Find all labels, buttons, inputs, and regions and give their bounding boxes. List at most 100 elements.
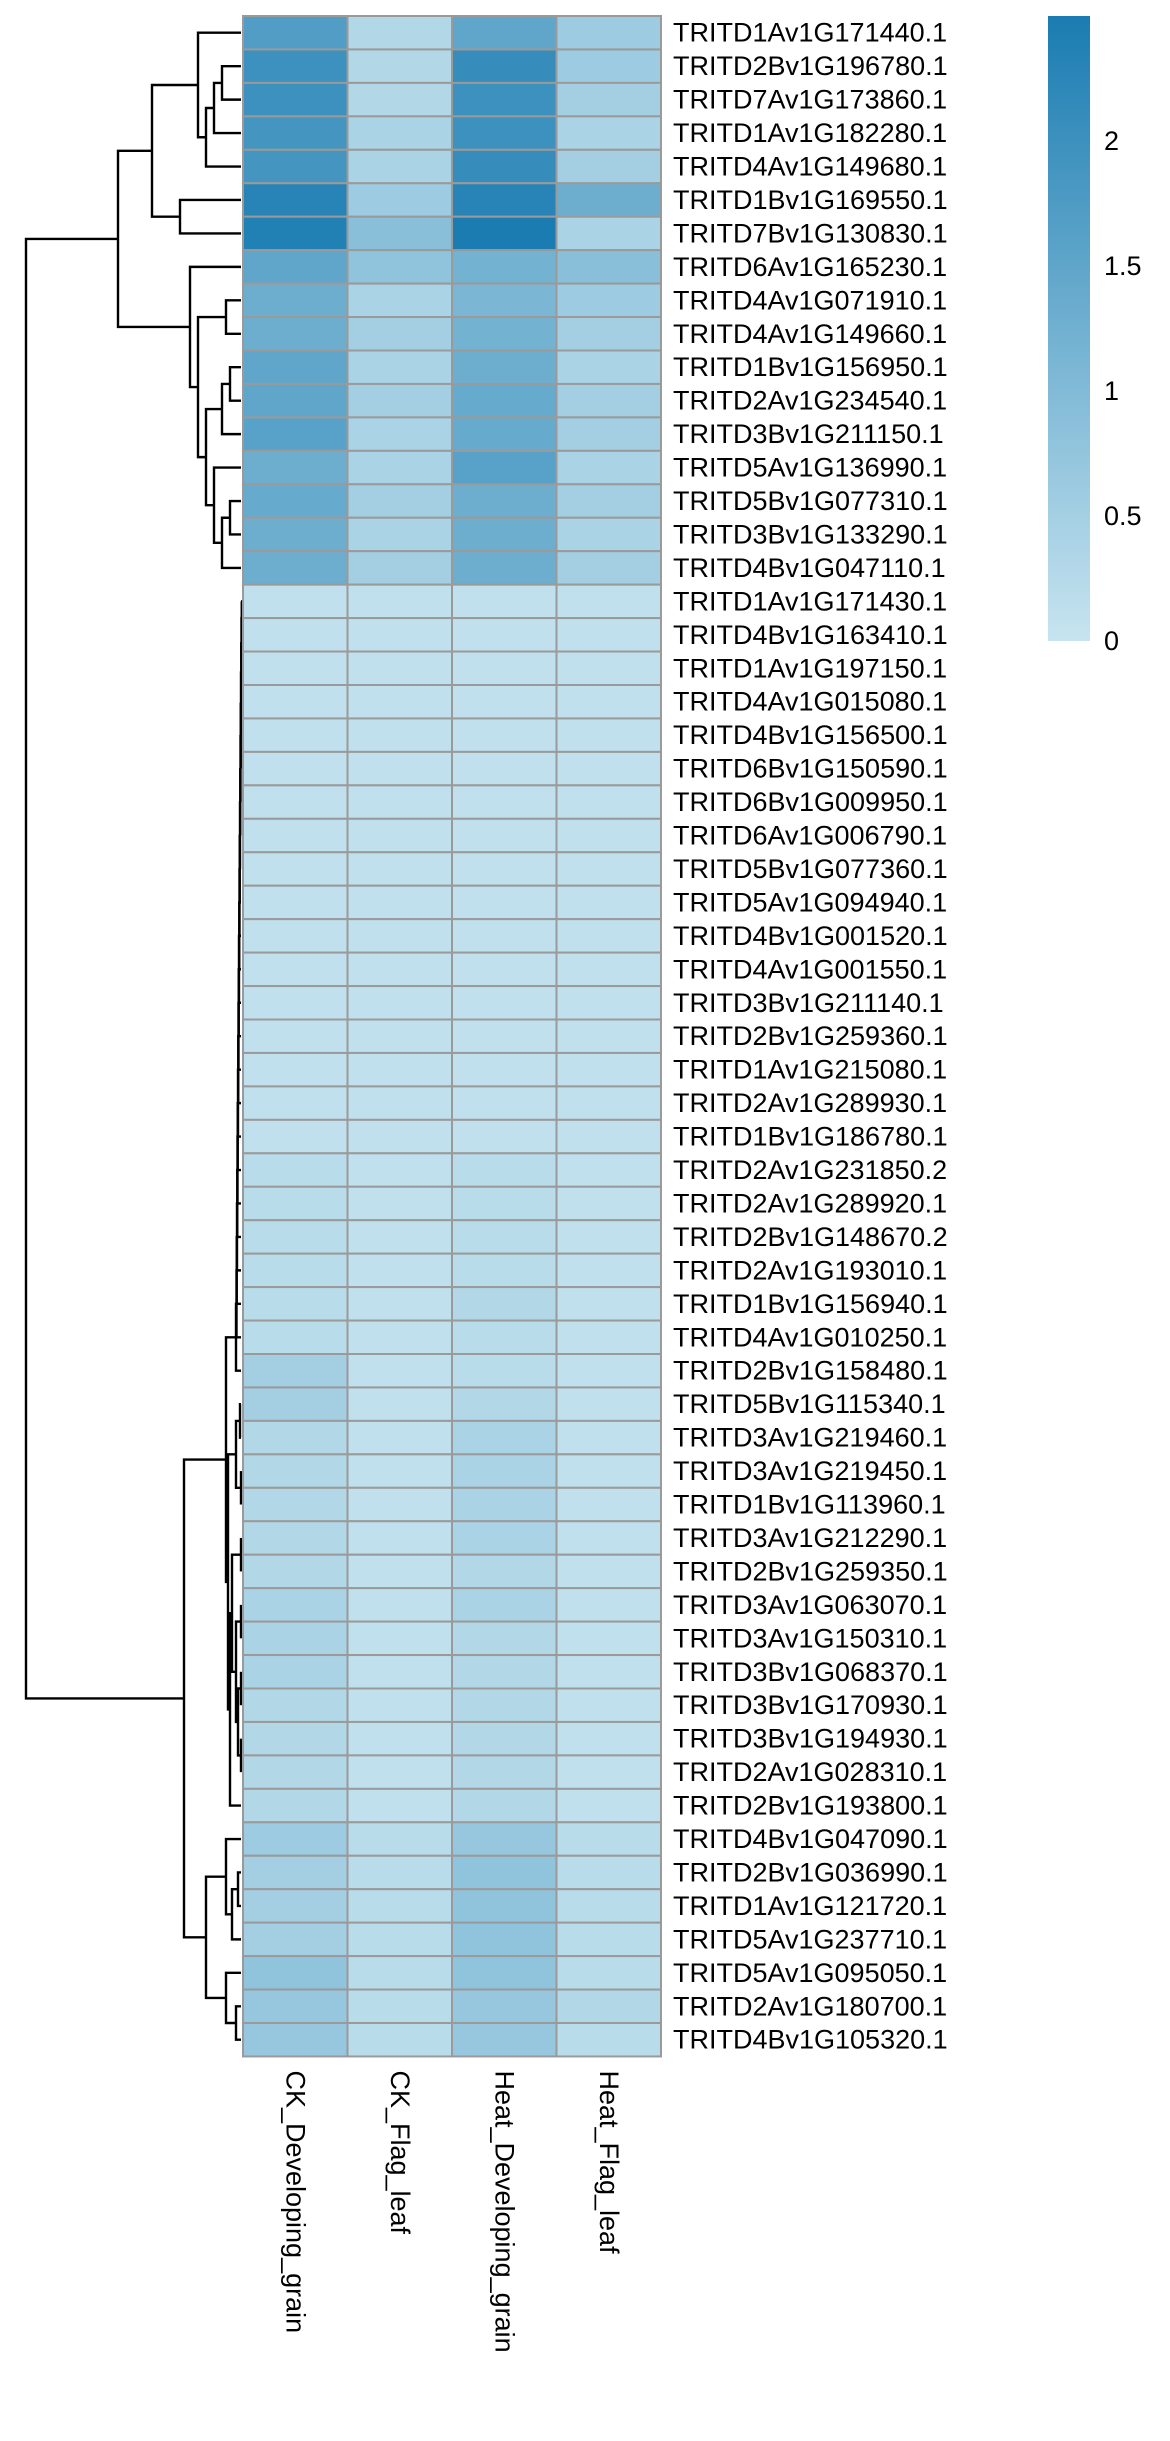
heatmap-cell [346,1620,453,1657]
dendrogram-branch [228,499,241,536]
heatmap-cell [451,1921,558,1958]
heatmap-cell [346,817,453,854]
heatmap-cell [242,1587,349,1623]
heatmap-cell [555,115,662,151]
heatmap-cell [555,1018,662,1054]
heatmap-cell [555,1219,662,1255]
heatmap-cell [242,918,349,954]
legend-tick-label: 1 [1104,376,1119,406]
row-label: TRITD5Av1G136990.1 [673,453,947,483]
row-label: TRITD5Av1G237710.1 [673,1924,947,1954]
heatmap-cell [451,617,558,653]
heatmap-cell [451,1085,558,1121]
dendrogram-branch [24,237,184,1700]
dendrogram-branch [234,2005,241,2041]
row-label: TRITD2Av1G231850.2 [673,1155,947,1185]
heatmap-cell [242,349,349,385]
heatmap-cell [242,115,349,151]
heatmap-cell [346,1988,453,2025]
heatmap-cell [346,215,453,252]
column-label: CK_Developing_grain [280,2070,310,2333]
heatmap-cell [451,1888,558,1924]
heatmap-cell [451,2022,558,2058]
heatmap-cell [451,1453,558,1489]
row-label: TRITD2Bv1G148670.2 [673,1222,948,1252]
heatmap-cell [346,382,453,419]
heatmap-cell [451,951,558,988]
heatmap-cell [346,1252,453,1289]
legend-tick-label: 1.5 [1104,251,1142,281]
heatmap-cell [346,851,453,887]
dendrogram-branch [196,31,241,139]
heatmap-cell [346,951,453,988]
heatmap-cells [242,15,662,2058]
dendrogram-branch [204,106,241,168]
heatmap-cell [346,717,453,753]
column-labels: CK_Developing_grain CK_Flag_leaf Heat_Deve… [280,2070,624,2352]
heatmap-cell [555,1353,662,1389]
legend-tick-label: 0.5 [1104,501,1142,531]
heatmap-cell [555,1888,662,1924]
heatmap-cell [451,15,558,51]
heatmap-cell [242,1286,349,1322]
heatmap-cell [242,1018,349,1054]
heatmap-cell [555,1620,662,1657]
heatmap-cell [242,81,349,118]
heatmap-cell [555,1152,662,1188]
row-label: TRITD2Av1G289920.1 [673,1188,947,1218]
heatmap-cell [242,985,349,1021]
heatmap-cell [451,1252,558,1289]
heatmap-cell [242,148,349,185]
row-label: TRITD4Bv1G156500.1 [673,720,948,750]
row-label: TRITD1Av1G171440.1 [673,18,947,48]
heatmap-cell [555,1821,662,1857]
heatmap-cell [451,1051,558,1088]
heatmap-cell [242,1486,349,1523]
heatmap-cell [451,1419,558,1456]
row-label: TRITD4Bv1G047110.1 [673,553,946,583]
heatmap-cell [555,985,662,1021]
heatmap-cell [242,15,349,51]
heatmap-cell [346,1219,453,1255]
dendrogram-branch [236,1871,241,1908]
row-label: TRITD5Bv1G115340.1 [673,1389,946,1419]
heatmap-cell [555,1051,662,1088]
heatmap-cell [451,884,558,921]
row-label: TRITD6Av1G165230.1 [673,252,947,282]
column-label: Heat_Developing_grain [489,2070,519,2352]
heatmap-cell [555,1118,662,1155]
heatmap-cell [555,951,662,988]
heatmap-cell [451,1687,558,1723]
heatmap-cell [451,382,558,419]
heatmap-cell [451,717,558,753]
dendrogram-branch [182,1458,226,1939]
row-label: TRITD2Av1G234540.1 [673,386,947,416]
heatmap-cell [346,1353,453,1389]
heatmap-cell [346,1018,453,1054]
heatmap-cell [555,1787,662,1824]
heatmap-cell [555,48,662,84]
heatmap-cell [555,215,662,252]
heatmap-cell [346,1085,453,1121]
row-label: TRITD2Bv1G193800.1 [673,1791,948,1821]
heatmap-cell [242,750,349,787]
heatmap-cell [346,15,453,51]
heatmap-cell [555,483,662,519]
heatmap-cell [346,1286,453,1322]
heatmap-cell [451,1754,558,1790]
row-label: TRITD4Bv1G001520.1 [673,921,948,951]
heatmap-cell [242,1185,349,1222]
heatmap-cell [346,449,453,486]
heatmap-cell [555,148,662,185]
dendrogram-branch [224,299,241,335]
heatmap-cell [555,1553,662,1590]
heatmap-cell [555,650,662,686]
dendrogram-branch [178,198,241,235]
heatmap-cell [451,282,558,319]
heatmap-cell [346,750,453,787]
heatmap-cell [242,1654,349,1690]
heatmap-cell [242,1353,349,1389]
row-dendrogram [24,31,243,2041]
heatmap-cell [346,182,453,218]
